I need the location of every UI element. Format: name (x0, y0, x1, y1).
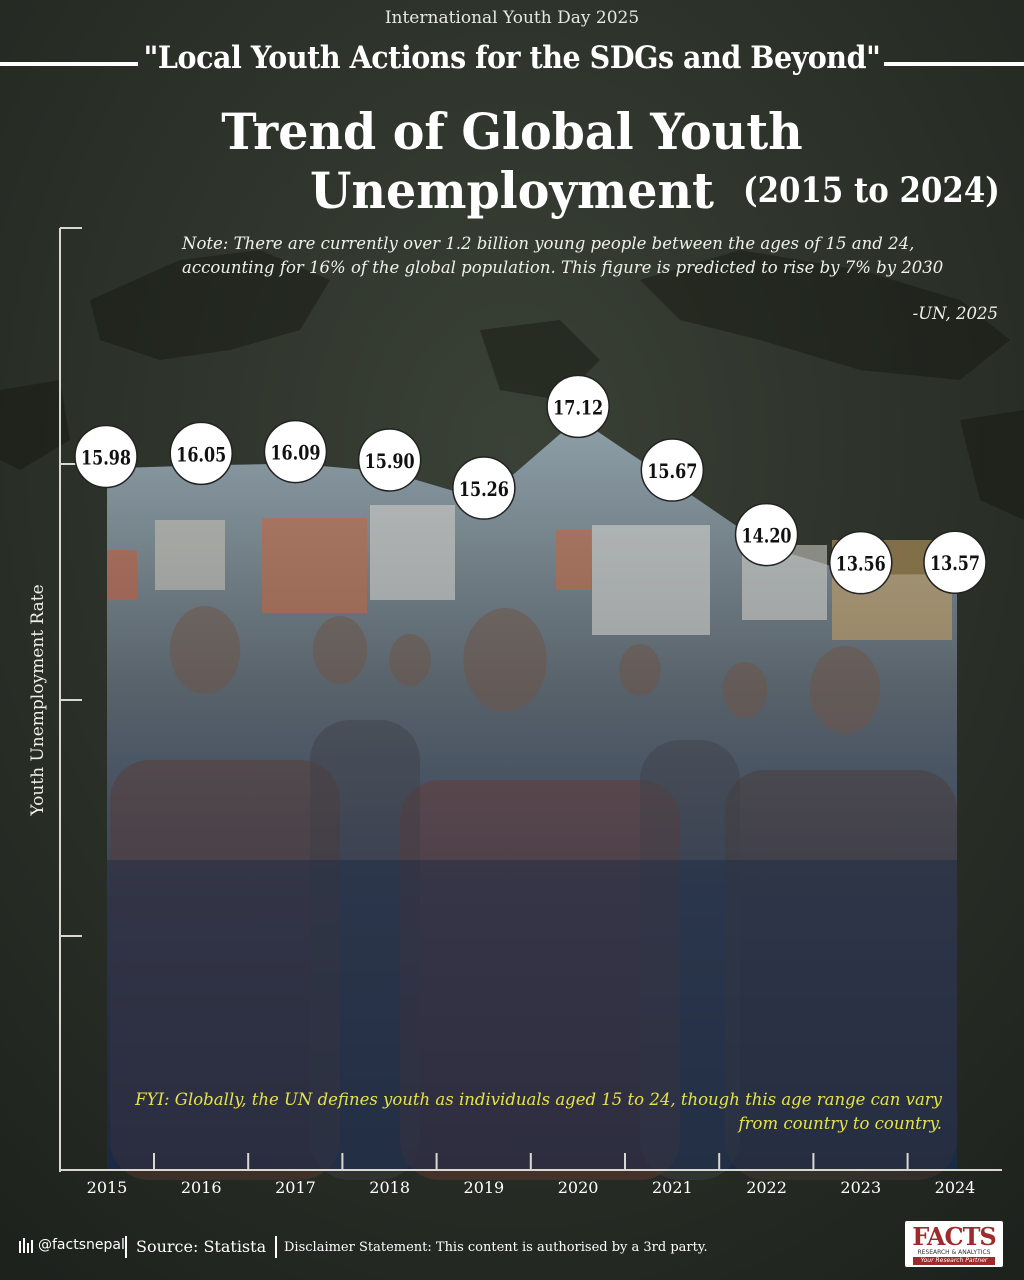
x-tick-label: 2024 (935, 1178, 976, 1197)
data-point-2017: 16.09 (263, 419, 328, 484)
event-title: International Youth Day 2025 (384, 8, 640, 28)
data-bubble (452, 456, 516, 520)
data-label: 14.20 (742, 524, 792, 548)
note-source: -UN, 2025 (912, 304, 998, 323)
data-bubble (640, 438, 705, 502)
data-point-2018: 15.90 (357, 428, 422, 492)
crowd-illustration (107, 505, 957, 1180)
data-point-2015: 15.98 (74, 424, 138, 489)
x-tick-label: 2017 (275, 1178, 316, 1197)
data-bubble (734, 502, 799, 567)
data-label: 15.26 (459, 477, 509, 501)
data-bubble (263, 419, 328, 484)
data-bubble (923, 530, 987, 594)
data-point-2016: 16.05 (169, 421, 233, 486)
x-tick-label: 2019 (464, 1178, 505, 1197)
data-point-2024: 13.57 (923, 530, 987, 594)
logo-word: FACTS (912, 1222, 997, 1251)
data-point-2019: 15.26 (452, 456, 516, 520)
footer-disclaimer: Disclaimer Statement: This content is au… (284, 1240, 708, 1255)
x-tick-label: 2021 (652, 1178, 693, 1197)
fyi-text: FYI: Globally, the UN defines youth as i… (135, 1090, 942, 1133)
logo-subtitle: RESEARCH & ANALYTICS (917, 1249, 991, 1256)
x-tick-label: 2016 (181, 1178, 222, 1197)
handle-text: @factsnepal (38, 1237, 125, 1253)
theme-rule-right (884, 62, 1024, 66)
note-text: Note: There are currently over 1.2 billi… (182, 234, 944, 277)
chart-title: Trend of Global Youth Unemployment (221, 102, 803, 220)
footer-divider (275, 1236, 277, 1258)
world-map-decoration (0, 250, 1024, 520)
y-axis-label: Youth Unemployment Rate (28, 584, 48, 816)
theme-rule-left (0, 62, 138, 66)
x-tick-label: 2020 (558, 1178, 599, 1197)
data-label: 16.05 (176, 442, 226, 466)
data-bubble (74, 424, 138, 489)
data-point-2020: 17.12 (546, 374, 610, 439)
data-label: 16.09 (270, 441, 320, 465)
theme-row: "Local Youth Actions for the SDGs and Be… (0, 40, 1024, 90)
data-label: 15.98 (81, 445, 131, 469)
x-tick-label: 2015 (87, 1178, 128, 1197)
bar-chart-icon (19, 1238, 33, 1253)
data-label: 13.57 (930, 551, 980, 575)
data-point-2022: 14.20 (734, 502, 799, 567)
data-point-2021: 15.67 (640, 438, 705, 502)
facts-logo: FACTS RESEARCH & ANALYTICS Your Research… (905, 1221, 1003, 1267)
logo-tagline: Your Research Partner (913, 1257, 995, 1265)
theme-text: "Local Youth Actions for the SDGs and Be… (143, 40, 881, 76)
data-bubble (357, 428, 422, 492)
data-label: 13.56 (836, 552, 886, 576)
x-tick-label: 2022 (746, 1178, 787, 1197)
footer-handle[interactable]: @factsnepal (18, 1237, 125, 1253)
x-tick-label: 2023 (840, 1178, 881, 1197)
x-tick-label: 2018 (369, 1178, 410, 1197)
footer-source: Source: Statista (136, 1237, 267, 1256)
data-label: 15.67 (647, 459, 697, 483)
data-bubble (169, 421, 233, 486)
footer-divider (125, 1236, 127, 1258)
data-bubble (829, 530, 893, 595)
data-point-2023: 13.56 (829, 530, 893, 595)
data-label: 15.90 (365, 449, 415, 473)
chart-subtitle: (2015 to 2024) (743, 170, 1000, 211)
data-label: 17.12 (553, 395, 603, 419)
data-bubble (546, 374, 610, 439)
